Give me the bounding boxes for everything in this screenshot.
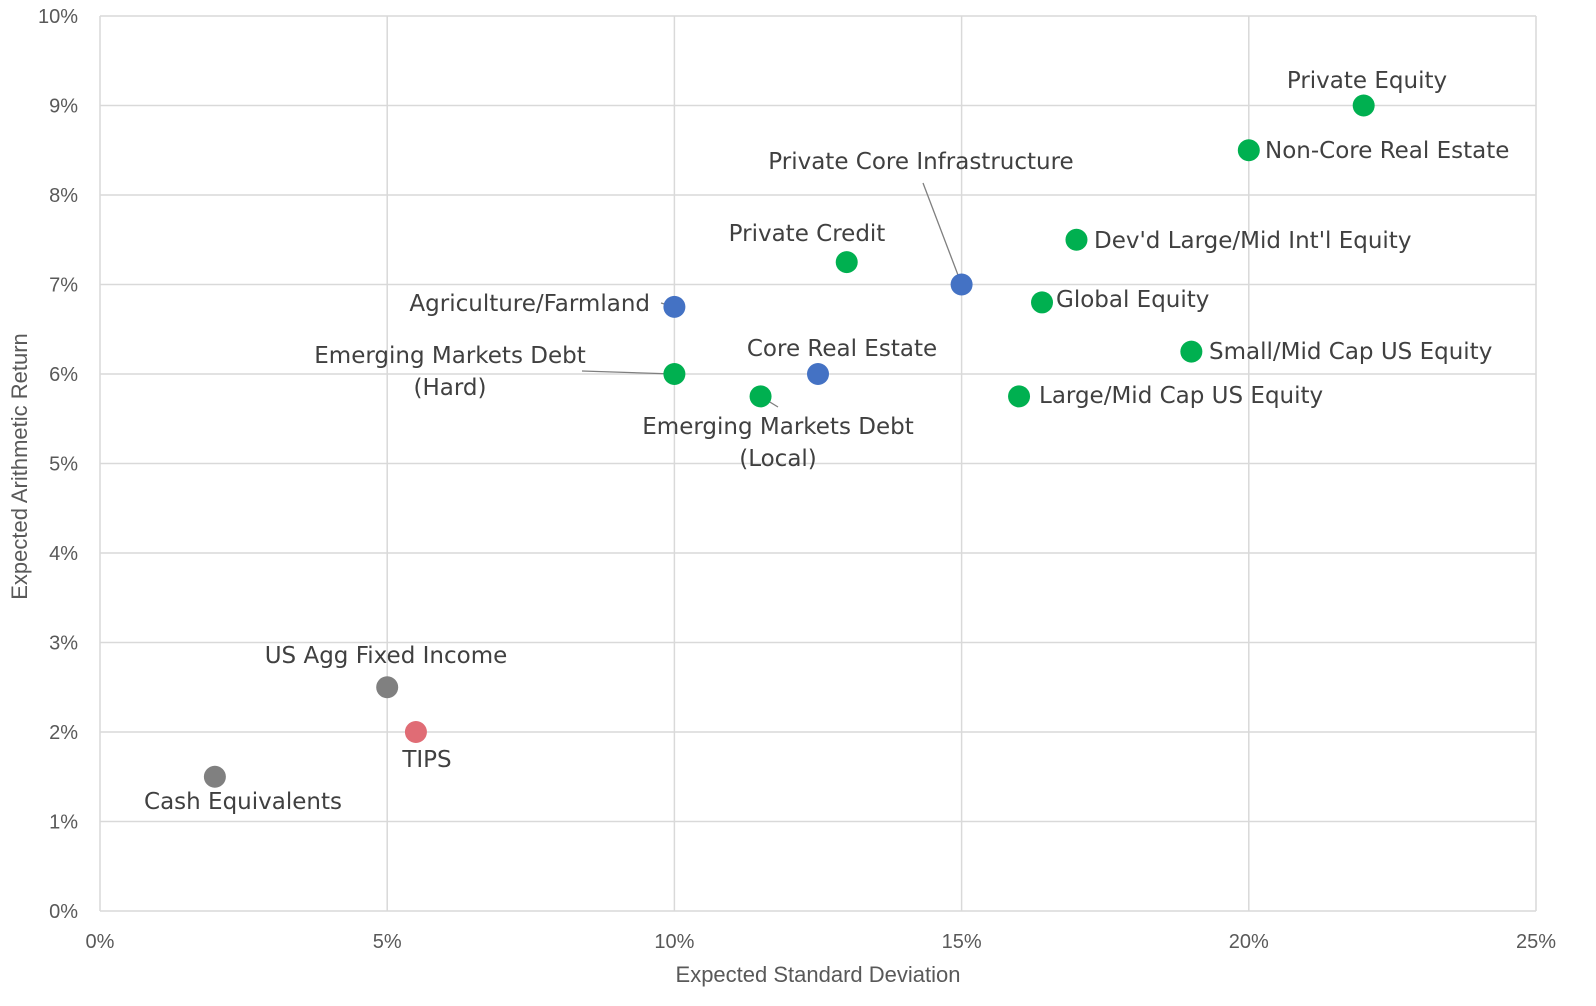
leader-line	[922, 182, 963, 285]
point-label: US Agg Fixed Income	[265, 643, 508, 669]
x-tick-label: 25%	[1516, 931, 1556, 953]
y-tick-label: 9%	[49, 96, 78, 118]
grid	[99, 15, 1537, 912]
data-point	[1008, 385, 1031, 408]
data-point	[950, 273, 973, 296]
y-tick-label: 4%	[49, 543, 78, 565]
point-label: Core Real Estate	[747, 336, 937, 362]
data-point	[1237, 139, 1260, 162]
data-point	[835, 251, 858, 274]
point-label: Global Equity	[1056, 287, 1209, 313]
point-label: Emerging Markets Debt (Hard)	[314, 343, 585, 401]
x-axis-title: Expected Standard Deviation	[676, 962, 961, 987]
y-tick-label: 0%	[49, 901, 78, 923]
point-labels: Private Equity Non-Core Real Estate Privat…	[144, 68, 1509, 815]
data-point	[1031, 291, 1054, 314]
data-point	[203, 765, 226, 788]
y-tick-label: 6%	[49, 364, 78, 386]
y-tick-label: 8%	[49, 185, 78, 207]
y-tick-label: 3%	[49, 633, 78, 655]
data-point	[663, 295, 686, 318]
point-label: Emerging Markets Debt (Local)	[642, 414, 913, 472]
x-tick-label: 5%	[373, 931, 402, 953]
point-label: Large/Mid Cap US Equity	[1039, 383, 1323, 409]
y-tick-label: 1%	[49, 812, 78, 834]
point-label: Private Core Infrastructure	[768, 149, 1073, 175]
point-label: Non-Core Real Estate	[1265, 138, 1509, 164]
x-tick-label: 0%	[86, 931, 115, 953]
point-label: Cash Equivalents	[144, 789, 342, 815]
x-tick-label: 15%	[942, 931, 982, 953]
data-point	[1180, 340, 1203, 363]
x-tick-label: 10%	[654, 931, 694, 953]
data-point	[1065, 228, 1088, 251]
axes: 0% 1% 2% 3% 4% 5% 6% 7% 8% 9% 10% 0% 5% 10% 15% 20% 25%	[38, 6, 1556, 953]
y-tick-label: 5%	[49, 454, 78, 476]
y-tick-label: 7%	[49, 275, 78, 297]
data-point	[376, 676, 399, 699]
data-point	[663, 363, 686, 385]
leader-line	[581, 370, 675, 375]
y-tick-label: 2%	[49, 722, 78, 744]
x-tick-label: 20%	[1229, 931, 1269, 953]
data-point	[404, 721, 427, 743]
y-tick-label: 10%	[38, 6, 78, 28]
point-label: Dev'd Large/Mid Int'l Equity	[1094, 228, 1411, 254]
data-point	[1352, 94, 1375, 117]
point-label: Private Equity	[1287, 68, 1447, 94]
data-point	[807, 363, 829, 385]
point-label: Small/Mid Cap US Equity	[1209, 339, 1492, 365]
data-points	[203, 94, 1375, 788]
point-label: Private Credit	[729, 221, 886, 247]
data-point	[749, 385, 772, 408]
y-axis-title: Expected Arithmetic Return	[7, 333, 32, 600]
point-label: Agriculture/Farmland	[409, 291, 650, 317]
point-label: TIPS	[401, 747, 451, 773]
